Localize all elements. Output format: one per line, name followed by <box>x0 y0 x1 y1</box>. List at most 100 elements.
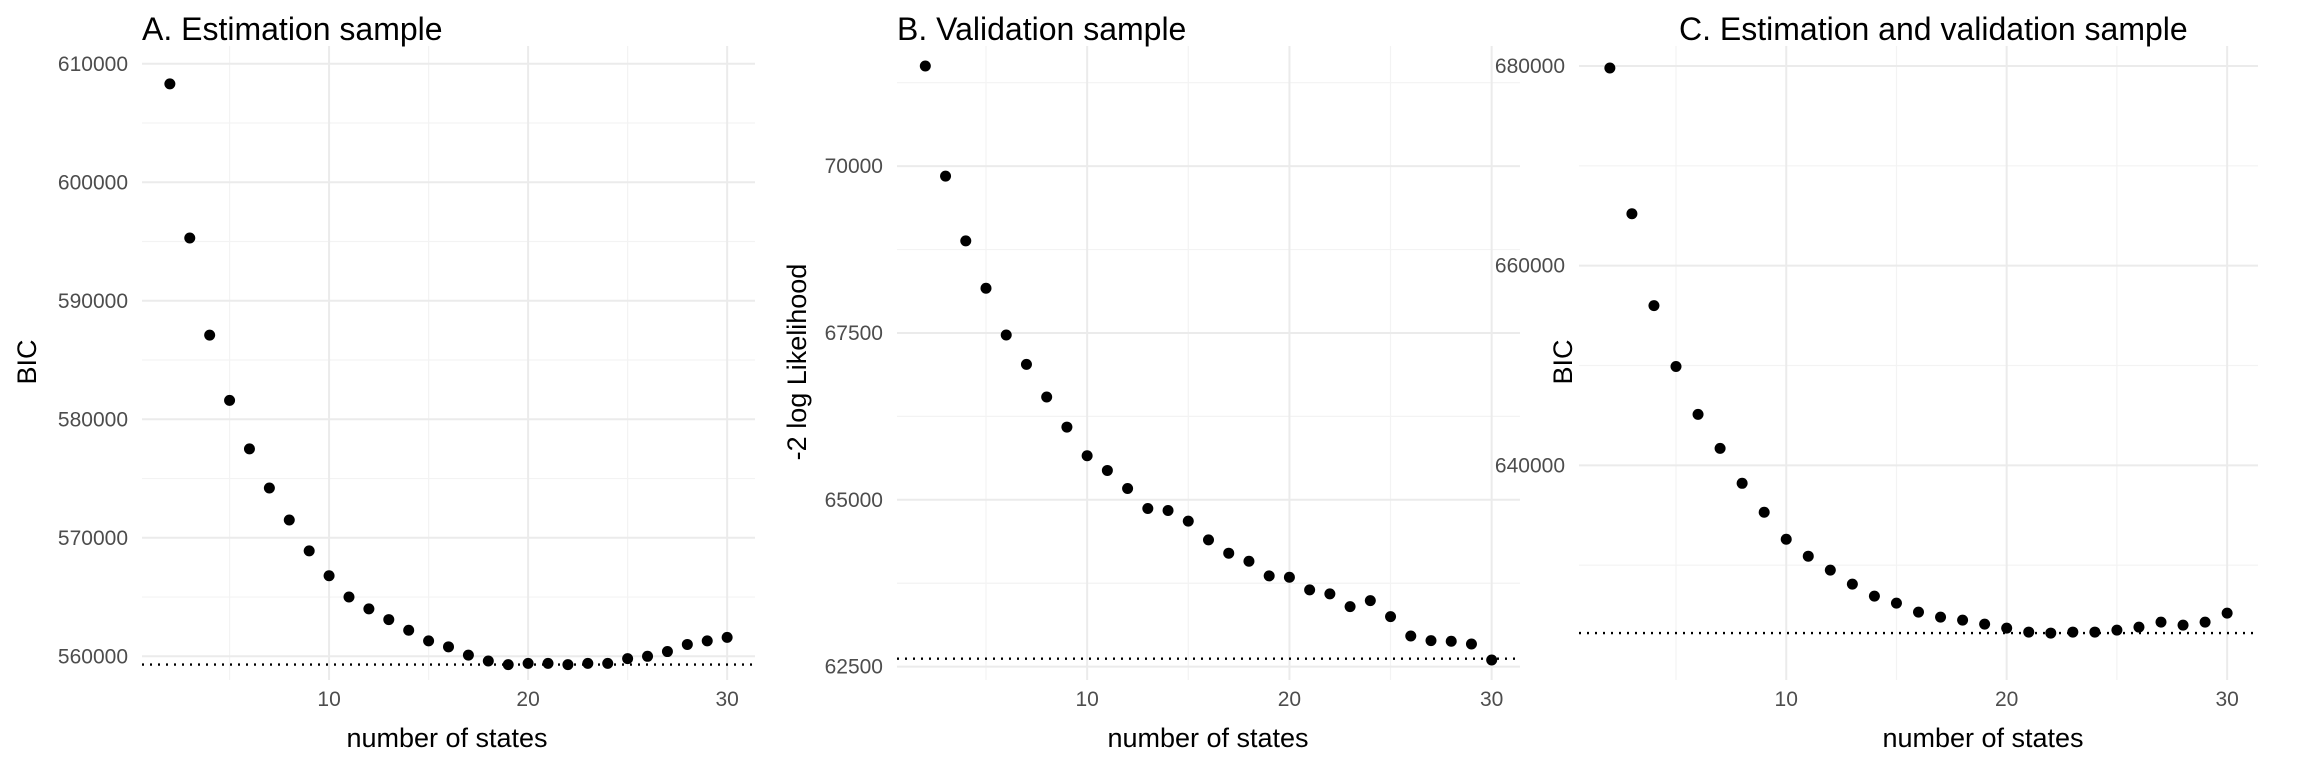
panel-a-y-tick-label: 610000 <box>58 53 128 76</box>
panel-a-data-point <box>303 545 315 557</box>
panel-a-data-point <box>642 650 654 662</box>
panel-c-data-point <box>2221 607 2233 619</box>
panel-c-data-point <box>2045 627 2057 639</box>
panel-c-data-point <box>2177 619 2189 631</box>
panel-c-data-point <box>1868 590 1880 602</box>
panel-b-data-point <box>1162 504 1174 516</box>
panel-a-y-axis-title: BIC <box>12 339 42 384</box>
panel-b-points <box>919 60 1498 666</box>
panel-b-data-point <box>1405 630 1417 642</box>
panel-b-data-point <box>1101 464 1113 476</box>
panel-c-data-point <box>1979 618 1991 630</box>
panel-b-data-point <box>1304 584 1316 596</box>
panel-c-y-tick-label: 640000 <box>1495 454 1565 477</box>
panel-c-data-point <box>1626 208 1638 220</box>
panel-c-x-axis-title: number of states <box>1882 723 2083 753</box>
panel-c-points <box>1604 62 2233 639</box>
panel-a-data-point <box>542 657 554 669</box>
panel-c-y-ticks: 640000 660000 680000 <box>1495 55 1565 477</box>
panel-c-data-point <box>1913 606 1924 618</box>
panel-b-data-point <box>1486 654 1498 666</box>
panel-c-data-point <box>1780 533 1792 545</box>
panel-c-data-point <box>1802 550 1814 562</box>
panel-a-data-point <box>443 641 454 653</box>
panel-b-y-axis-title: -2 log Likelihood <box>782 264 812 461</box>
panel-c-data-point <box>1758 506 1770 518</box>
panel-a-y-tick-label: 580000 <box>58 408 128 431</box>
panel-b-data-point <box>1223 547 1235 559</box>
panel-b-data-point <box>940 170 952 182</box>
panel-a-data-point <box>283 514 295 526</box>
panel-c-data-point <box>1714 442 1726 454</box>
panel-b-data-point <box>919 60 931 72</box>
panel-a-x-tick-label: 20 <box>516 688 539 711</box>
panel-b-data-point <box>1182 515 1194 527</box>
panel-a-data-point <box>243 443 255 455</box>
panel-a-data-point <box>602 657 614 669</box>
panel-c-data-point <box>2023 626 2035 638</box>
panel-b-y-ticks: 62500 65000 67500 70000 <box>825 155 883 679</box>
panel-c-y-axis-title: BIC <box>1548 339 1578 384</box>
panel-b-data-point <box>960 235 972 247</box>
panel-c-data-point <box>2067 626 2079 638</box>
panel-a-data-point <box>482 655 494 667</box>
panel-b-data-point <box>1122 482 1134 494</box>
panel-a-data-point <box>403 624 415 636</box>
panel-b-x-tick-label: 10 <box>1075 688 1098 711</box>
panel-c-title: C. Estimation and validation sample <box>1679 11 2188 47</box>
panel-b-grid <box>897 46 1520 680</box>
panel-c-data-point <box>1692 408 1704 420</box>
panel-a-points <box>164 78 733 671</box>
panel-a-data-point <box>184 232 196 244</box>
panel-a-data-point <box>502 659 514 671</box>
panel-b-x-tick-label: 30 <box>1480 688 1503 711</box>
panel-c-data-point <box>1670 360 1682 372</box>
panel-b-data-point <box>1283 571 1295 583</box>
panel-c-data-point <box>1890 597 1902 609</box>
panel-a-data-point <box>622 653 634 665</box>
panel-a-y-tick-label: 570000 <box>58 527 128 550</box>
panel-a-data-point <box>462 649 474 661</box>
panel-b-data-point <box>1243 555 1255 567</box>
panel-a-data-point <box>423 635 435 647</box>
panel-b-x-tick-label: 20 <box>1278 688 1301 711</box>
panel-c-data-point <box>1824 564 1836 576</box>
panel-b-y-tick-label: 62500 <box>825 656 883 679</box>
panel-b: B. Validation sample 62500 65000 67500 7000… <box>782 11 1520 753</box>
panel-a-x-tick-label: 30 <box>715 688 738 711</box>
panel-a-y-tick-label: 590000 <box>58 290 128 313</box>
panel-c-x-tick-label: 30 <box>2215 688 2238 711</box>
panel-a-data-point <box>582 657 594 669</box>
panel-a-data-point <box>701 635 713 647</box>
panel-b-x-axis-title: number of states <box>1107 723 1308 753</box>
panel-c-y-tick-label: 680000 <box>1495 55 1565 78</box>
panel-b-data-point <box>1263 570 1275 582</box>
panel-b-y-tick-label: 67500 <box>825 322 883 345</box>
panel-a-data-point <box>204 329 216 341</box>
panel-c-data-point <box>1957 614 1969 626</box>
panel-b-data-point <box>1324 588 1336 600</box>
panel-c-y-tick-label: 660000 <box>1495 255 1565 278</box>
panel-c-x-ticks: 10 20 30 <box>1775 688 2239 711</box>
panel-c-grid <box>1579 46 2258 680</box>
panel-c-data-point <box>2199 616 2211 628</box>
panel-a-data-point <box>383 614 395 626</box>
panel-b-title: B. Validation sample <box>897 11 1186 47</box>
panel-b-x-ticks: 10 20 30 <box>1075 688 1503 711</box>
panel-b-data-point <box>1364 595 1376 607</box>
panel-c-data-point <box>2133 621 2145 633</box>
panel-a-data-point <box>363 603 375 615</box>
panel-b-data-point <box>1203 534 1214 546</box>
panel-b-data-point <box>1465 638 1477 650</box>
panel-a-x-tick-label: 10 <box>317 688 340 711</box>
panel-b-data-point <box>1344 601 1356 613</box>
panel-a-data-point <box>224 394 236 406</box>
panel-b-data-point <box>980 282 992 294</box>
panel-a-data-point <box>562 659 574 671</box>
panel-c-x-tick-label: 10 <box>1775 688 1798 711</box>
panel-a-y-tick-label: 560000 <box>58 645 128 668</box>
panel-b-data-point <box>1081 450 1093 462</box>
panel-b-data-point <box>1142 502 1154 514</box>
